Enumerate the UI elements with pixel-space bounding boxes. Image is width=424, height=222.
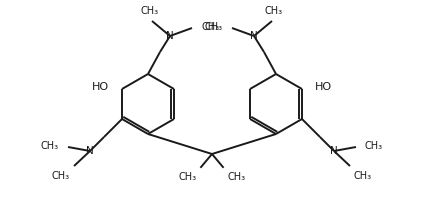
Text: HO: HO [92, 82, 109, 92]
Text: N: N [330, 146, 338, 156]
Text: CH₃: CH₃ [228, 172, 245, 182]
Text: CH₃: CH₃ [205, 22, 223, 32]
Text: CH₃: CH₃ [265, 6, 283, 16]
Text: CH₃: CH₃ [141, 6, 159, 16]
Text: CH₃: CH₃ [41, 141, 59, 151]
Text: HO: HO [315, 82, 332, 92]
Text: N: N [86, 146, 94, 156]
Text: CH₃: CH₃ [52, 171, 70, 181]
Text: CH₃: CH₃ [201, 22, 219, 32]
Text: N: N [166, 31, 174, 41]
Text: N: N [250, 31, 258, 41]
Text: CH₃: CH₃ [365, 141, 383, 151]
Text: CH₃: CH₃ [179, 172, 196, 182]
Text: CH₃: CH₃ [354, 171, 372, 181]
